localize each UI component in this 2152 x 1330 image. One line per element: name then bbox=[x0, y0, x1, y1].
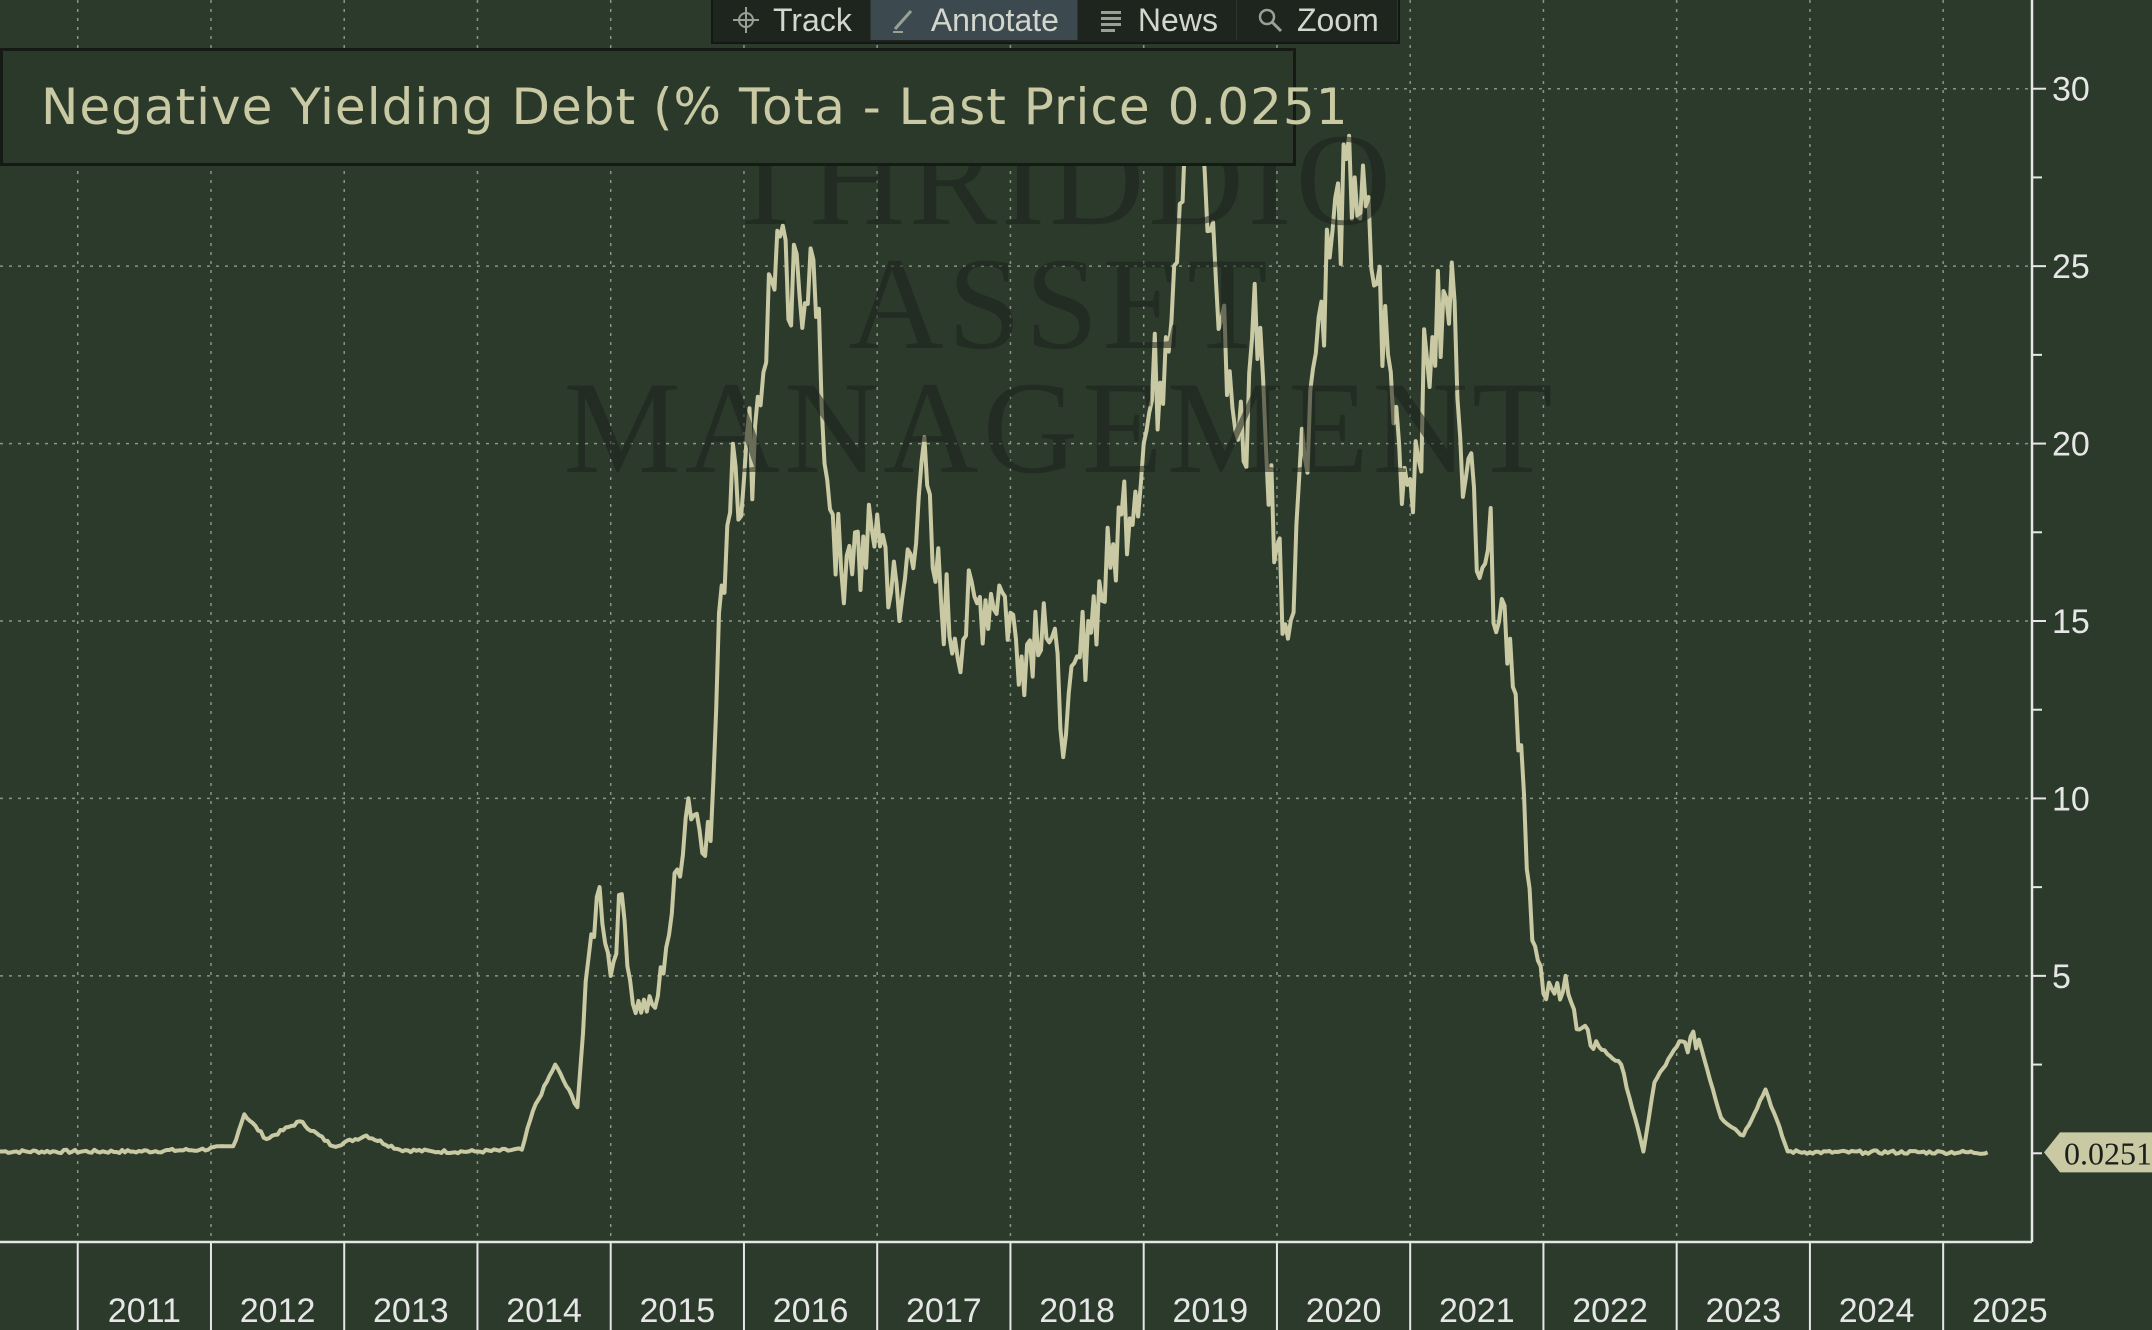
x-tick-label: 2011 bbox=[108, 1292, 181, 1330]
watermark-line-2: ASSET bbox=[848, 230, 1272, 377]
news-button[interactable]: News bbox=[1078, 0, 1237, 40]
y-tick-label: 20 bbox=[2052, 426, 2090, 464]
x-tick-label: 2016 bbox=[773, 1292, 849, 1330]
x-tick-label: 2012 bbox=[240, 1292, 316, 1330]
watermark-line-3: MANAGEMENT bbox=[563, 354, 1557, 501]
y-tick-label: 30 bbox=[2052, 71, 2090, 109]
zoom-label: Zoom bbox=[1296, 1, 1379, 38]
track-label: Track bbox=[773, 1, 852, 38]
crosshair-icon bbox=[733, 7, 759, 33]
legend[interactable]: Negative Yielding Debt (% Tota - Last Pr… bbox=[0, 48, 1348, 166]
x-axis-ticks: 2011 2012 2013 2014 2015 2016 2017 2018 2019 2020… bbox=[76, 1242, 2048, 1330]
x-tick-label: 2019 bbox=[1172, 1292, 1248, 1330]
x-tick-label: 2017 bbox=[906, 1292, 982, 1330]
magnifier-icon bbox=[1258, 8, 1282, 33]
y-tick-label: 15 bbox=[2052, 603, 2090, 641]
y-tick-label: 10 bbox=[2052, 780, 2090, 818]
x-tick-label: 2025 bbox=[1972, 1292, 2048, 1330]
zoom-button[interactable]: Zoom bbox=[1237, 0, 1398, 40]
x-tick-label: 2024 bbox=[1839, 1292, 1915, 1330]
last-price-label: 0.0251 bbox=[2064, 1135, 2152, 1171]
x-tick-label: 2014 bbox=[506, 1292, 582, 1330]
x-tick-label: 2021 bbox=[1439, 1292, 1515, 1330]
legend-label: Negative Yielding Debt (% Tota - Last Pr… bbox=[41, 78, 1349, 136]
pencil-icon bbox=[892, 10, 912, 33]
news-icon bbox=[1100, 11, 1121, 32]
y-tick-label: 25 bbox=[2052, 248, 2090, 286]
track-button[interactable]: Track bbox=[713, 0, 871, 40]
x-tick-label: 2015 bbox=[640, 1292, 716, 1330]
chart-toolbar: Track Annotate News Zoom bbox=[711, 0, 1400, 44]
news-label: News bbox=[1137, 1, 1218, 38]
x-tick-label: 2018 bbox=[1039, 1292, 1115, 1330]
x-tick-label: 2013 bbox=[373, 1292, 449, 1330]
watermark: THRIDDIO ASSET MANAGEMENT bbox=[560, 114, 1560, 501]
x-tick-label: 2022 bbox=[1572, 1292, 1648, 1330]
annotate-button[interactable]: Annotate bbox=[870, 0, 1078, 40]
y-axis-ticks: 5 10 15 20 25 30 bbox=[2032, 71, 2090, 1155]
annotate-label: Annotate bbox=[930, 1, 1059, 38]
series-line bbox=[0, 81, 1989, 1156]
last-price-tag-shape bbox=[2044, 1132, 2152, 1173]
x-tick-label: 2023 bbox=[1705, 1292, 1781, 1330]
y-tick-label: 5 bbox=[2052, 958, 2071, 996]
last-price-tag: 0.0251 bbox=[2044, 1132, 2152, 1173]
x-tick-label: 2020 bbox=[1306, 1292, 1382, 1330]
